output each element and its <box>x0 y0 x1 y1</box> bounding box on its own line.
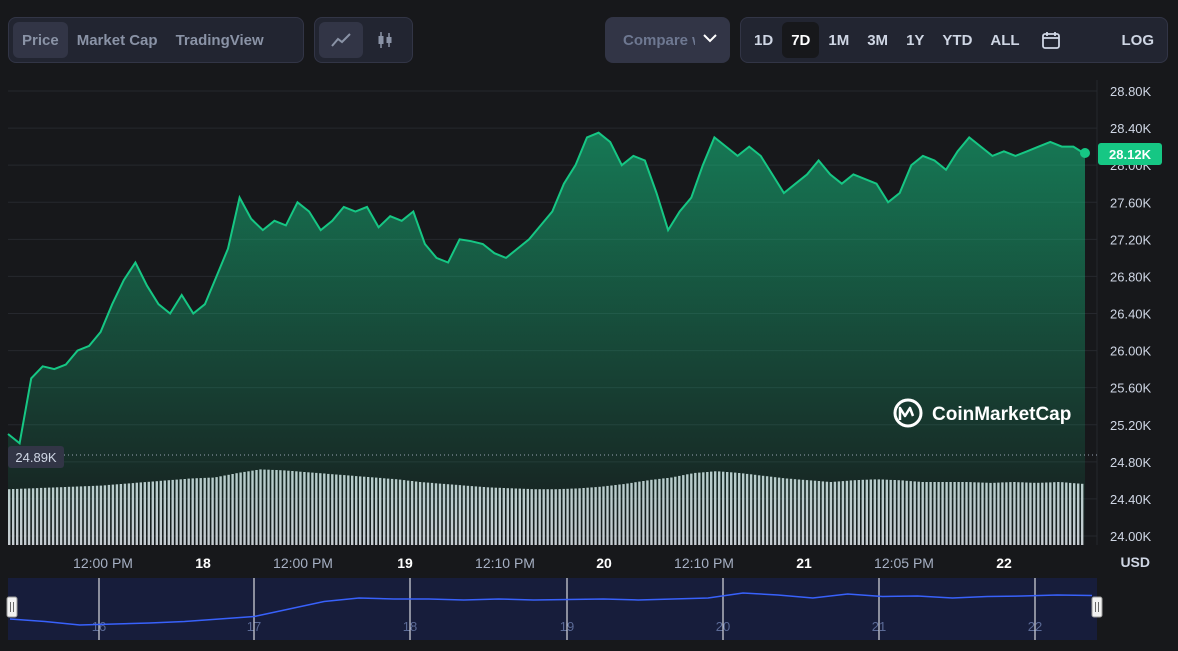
y-tick-label: 26.00K <box>1110 344 1152 359</box>
x-tick-label: 22 <box>996 555 1012 571</box>
chevron-down-icon <box>703 34 717 43</box>
navigator-selection <box>8 578 1097 640</box>
y-tick-label: 26.40K <box>1110 307 1152 322</box>
coinmarketcap-logo-icon <box>893 398 923 428</box>
navigator-left-handle[interactable] <box>6 596 18 618</box>
x-tick-label: 12:10 PM <box>475 555 535 571</box>
x-tick-label: 21 <box>796 555 812 571</box>
chart-mode-tabs: Price Market Cap TradingView <box>8 17 304 63</box>
x-tick-label: 20 <box>596 555 612 571</box>
watermark-text: CoinMarketCap <box>932 404 1071 425</box>
x-tick-label: 12:05 PM <box>874 555 934 571</box>
timeframe-selector: 1D 7D 1M 3M 1Y YTD ALL LOG <box>740 17 1168 63</box>
tab-market-cap[interactable]: Market Cap <box>76 31 158 49</box>
current-price-badge: 28.12K <box>1080 143 1162 165</box>
x-tick-label: 18 <box>195 555 211 571</box>
y-tick-label: 26.80K <box>1110 269 1152 284</box>
x-tick-label: 12:10 PM <box>674 555 734 571</box>
tab-tradingview[interactable]: TradingView <box>175 31 264 49</box>
timeframe-1y[interactable]: 1Y <box>906 31 925 49</box>
current-price-label: 28.12K <box>1109 147 1152 162</box>
line-chart-button[interactable] <box>319 22 363 58</box>
timeframe-7d[interactable]: 7D <box>782 22 820 58</box>
timeframe-ytd[interactable]: YTD <box>942 31 973 49</box>
navigator-line <box>9 592 1093 626</box>
navigator-tick-label: 22 <box>1028 619 1042 634</box>
time-navigator[interactable]: 16 17 18 19 20 21 22 <box>6 578 1103 640</box>
y-tick-label: 24.40K <box>1110 492 1152 507</box>
start-price-badge: 24.89K <box>8 446 64 468</box>
x-axis-ticks: 12:00 PM 18 12:00 PM 19 12:10 PM 20 12:10 PM 21… <box>73 555 1012 571</box>
currency-label: USD <box>1120 554 1150 570</box>
navigator-tick-label: 18 <box>403 619 417 634</box>
x-tick-label: 19 <box>397 555 413 571</box>
chart-type-toggle <box>314 17 413 63</box>
navigator-tick-label: 19 <box>560 619 574 634</box>
tab-price[interactable]: Price <box>13 22 68 58</box>
y-tick-label: 28.80K <box>1110 84 1152 99</box>
timeframe-1d[interactable]: 1D <box>754 31 774 49</box>
timeframe-3m[interactable]: 3M <box>867 31 889 49</box>
navigator-tick-label: 21 <box>872 619 886 634</box>
line-chart-icon <box>331 33 351 47</box>
compare-dropdown[interactable]: Compare with <box>605 17 730 63</box>
price-area <box>8 132 1085 544</box>
x-tick-label: 12:00 PM <box>273 555 333 571</box>
y-tick-label: 24.80K <box>1110 455 1152 470</box>
y-tick-label: 28.40K <box>1110 121 1152 136</box>
calendar-button[interactable] <box>1029 22 1073 58</box>
start-price-label: 24.89K <box>15 450 57 465</box>
navigator-tick-label: 17 <box>247 619 261 634</box>
watermark: CoinMarketCap <box>893 398 1071 428</box>
y-tick-label: 24.00K <box>1110 529 1152 544</box>
y-tick-label: 25.20K <box>1110 418 1152 433</box>
navigator-right-handle[interactable] <box>1091 596 1103 618</box>
candlestick-icon <box>378 32 392 48</box>
navigator-tick-label: 16 <box>92 619 106 634</box>
x-tick-label: 12:00 PM <box>73 555 133 571</box>
calendar-icon <box>1041 32 1060 49</box>
navigator-tick-label: 20 <box>716 619 730 634</box>
y-tick-label: 27.60K <box>1110 195 1152 210</box>
y-tick-label: 27.20K <box>1110 232 1152 247</box>
candlestick-button[interactable] <box>363 22 407 58</box>
compare-label: Compare with <box>623 31 695 49</box>
y-tick-label: 25.60K <box>1110 381 1152 396</box>
timeframe-1m[interactable]: 1M <box>828 31 850 49</box>
timeframe-all[interactable]: ALL <box>990 31 1020 49</box>
price-line <box>7 131 1086 446</box>
log-scale-toggle[interactable]: LOG <box>1121 31 1155 49</box>
